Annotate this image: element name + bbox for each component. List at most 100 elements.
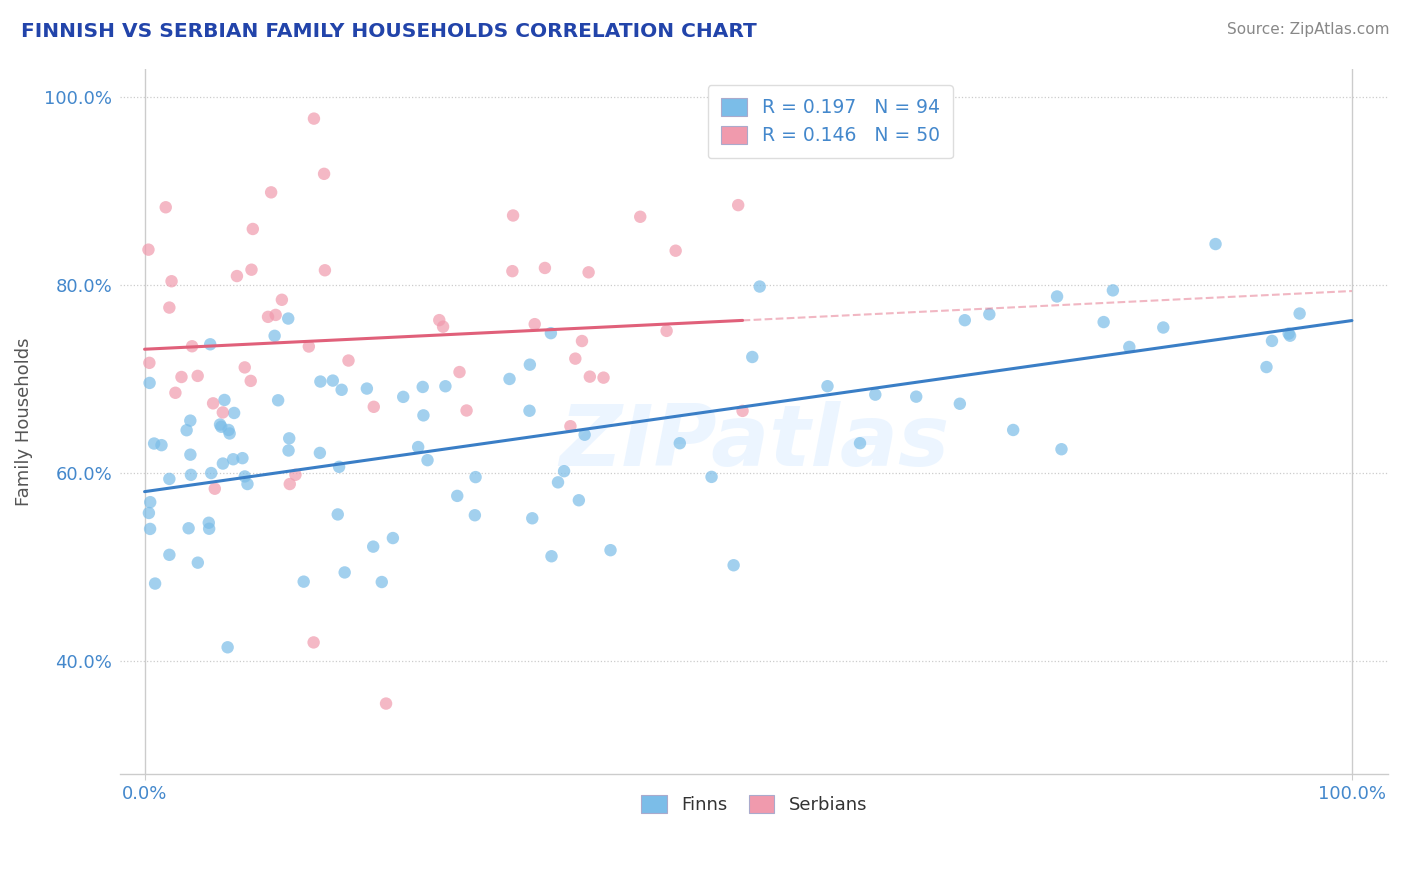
Point bbox=[1102, 284, 1125, 298]
Point bbox=[155, 200, 177, 214]
Point bbox=[200, 337, 222, 351]
Point bbox=[264, 308, 287, 322]
Point bbox=[278, 431, 301, 445]
Point bbox=[523, 317, 546, 331]
Point bbox=[333, 566, 356, 580]
Point bbox=[1261, 334, 1284, 348]
Point bbox=[655, 324, 678, 338]
Point bbox=[592, 370, 614, 384]
Point bbox=[302, 635, 325, 649]
Point bbox=[139, 495, 162, 509]
Point bbox=[579, 369, 602, 384]
Point bbox=[953, 313, 976, 327]
Point bbox=[560, 419, 582, 434]
Point bbox=[302, 112, 325, 126]
Point bbox=[1288, 306, 1310, 320]
Point bbox=[177, 521, 200, 535]
Point bbox=[727, 198, 749, 212]
Point bbox=[160, 274, 183, 288]
Text: ZIPatlas: ZIPatlas bbox=[560, 401, 949, 484]
Point bbox=[1050, 442, 1073, 457]
Point bbox=[240, 262, 263, 277]
Point bbox=[179, 448, 201, 462]
Point bbox=[522, 511, 544, 525]
Point bbox=[208, 417, 231, 432]
Point bbox=[628, 210, 651, 224]
Point bbox=[217, 640, 239, 655]
Point bbox=[741, 350, 763, 364]
Point bbox=[381, 531, 404, 545]
Point bbox=[309, 375, 332, 389]
Point bbox=[1152, 320, 1174, 334]
Point bbox=[865, 387, 887, 401]
Point bbox=[292, 574, 315, 589]
Point bbox=[1278, 326, 1301, 341]
Point bbox=[519, 358, 541, 372]
Point bbox=[564, 351, 586, 366]
Point bbox=[277, 311, 299, 326]
Point bbox=[298, 339, 321, 353]
Point bbox=[180, 467, 202, 482]
Point bbox=[1002, 423, 1025, 437]
Point bbox=[143, 436, 166, 450]
Point bbox=[1092, 315, 1115, 329]
Point bbox=[157, 301, 180, 315]
Point bbox=[212, 457, 235, 471]
Point bbox=[222, 452, 245, 467]
Point bbox=[371, 574, 394, 589]
Point bbox=[599, 543, 621, 558]
Point bbox=[278, 477, 301, 491]
Point bbox=[578, 265, 600, 279]
Point bbox=[198, 522, 221, 536]
Point bbox=[1118, 340, 1140, 354]
Point bbox=[1205, 237, 1227, 252]
Point bbox=[218, 423, 240, 437]
Point bbox=[218, 426, 240, 441]
Point bbox=[239, 374, 262, 388]
Point bbox=[197, 516, 219, 530]
Point bbox=[412, 409, 434, 423]
Point bbox=[267, 393, 290, 408]
Point bbox=[356, 382, 378, 396]
Point bbox=[165, 385, 187, 400]
Point bbox=[568, 493, 591, 508]
Point bbox=[224, 406, 246, 420]
Point bbox=[427, 313, 450, 327]
Point bbox=[534, 260, 557, 275]
Point bbox=[260, 186, 283, 200]
Point bbox=[211, 405, 233, 419]
Y-axis label: Family Households: Family Households bbox=[15, 337, 32, 506]
Point bbox=[501, 264, 523, 278]
Point bbox=[157, 472, 180, 486]
Legend: Finns, Serbians: Finns, Serbians bbox=[630, 785, 879, 825]
Point bbox=[434, 379, 457, 393]
Point bbox=[432, 319, 454, 334]
Point bbox=[553, 464, 575, 478]
Point bbox=[446, 489, 468, 503]
Point bbox=[540, 549, 562, 564]
Point bbox=[361, 540, 384, 554]
Point bbox=[233, 360, 256, 375]
Point bbox=[263, 328, 285, 343]
Point bbox=[309, 446, 332, 460]
Point bbox=[519, 403, 541, 417]
Point bbox=[200, 466, 222, 480]
Point bbox=[326, 508, 349, 522]
Point bbox=[412, 380, 434, 394]
Point bbox=[1279, 328, 1302, 343]
Point bbox=[284, 467, 307, 482]
Point bbox=[731, 404, 754, 418]
Point bbox=[138, 243, 160, 257]
Point bbox=[449, 365, 471, 379]
Point bbox=[571, 334, 593, 348]
Point bbox=[949, 397, 972, 411]
Point bbox=[464, 508, 486, 523]
Point bbox=[176, 838, 198, 852]
Point bbox=[330, 383, 353, 397]
Point bbox=[464, 470, 486, 484]
Point bbox=[502, 209, 524, 223]
Point bbox=[337, 353, 360, 368]
Point bbox=[187, 556, 209, 570]
Point bbox=[187, 368, 209, 383]
Point bbox=[700, 470, 723, 484]
